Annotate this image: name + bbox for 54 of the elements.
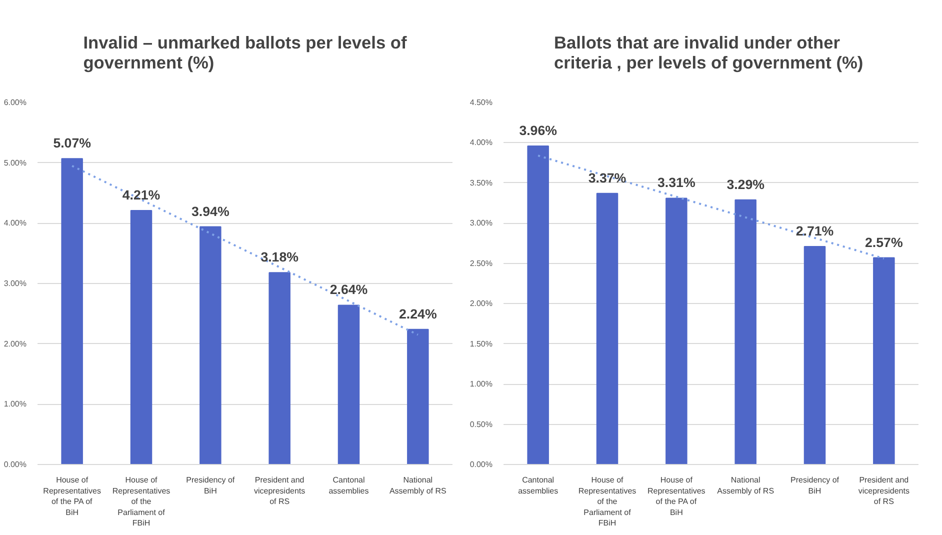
bar xyxy=(804,246,826,464)
data-label: 3.94% xyxy=(192,204,230,219)
y-tick-label: 3.50% xyxy=(470,178,493,188)
x-tick-label: House of Representatives of the PA of BiH xyxy=(648,476,706,517)
y-tick-label: 0.50% xyxy=(470,420,493,429)
data-label: 3.96% xyxy=(519,122,558,138)
data-label: 5.07% xyxy=(53,136,92,151)
y-tick-label: 0.00% xyxy=(470,460,493,469)
y-tick-label: 2.00% xyxy=(4,339,27,348)
y-tick-label: 1.50% xyxy=(470,339,493,348)
y-tick-label: 4.00% xyxy=(470,138,493,148)
x-tick-label: National Assembly of RS xyxy=(717,476,774,496)
y-tick-label: 2.00% xyxy=(470,299,493,308)
bar xyxy=(666,198,688,464)
bar xyxy=(338,304,360,464)
x-tick-label: Presidency of BiH xyxy=(790,476,840,496)
data-label: 2.57% xyxy=(865,234,903,250)
x-tick-label: National Assembly of RS xyxy=(389,476,446,496)
y-tick-label: 6.00% xyxy=(4,98,27,107)
bar xyxy=(268,272,290,464)
bar xyxy=(61,158,83,464)
x-tick-label: House of Representatives of the Parliament of FBiH xyxy=(578,476,636,528)
x-tick-label: House of Representatives of the Parliament of FBiH xyxy=(112,476,170,528)
bar xyxy=(407,328,429,464)
data-label: 3.29% xyxy=(726,176,765,192)
y-tick-label: 2.50% xyxy=(470,258,493,268)
y-tick-label: 0.00% xyxy=(4,460,27,469)
bar xyxy=(527,145,549,464)
x-tick-label: Cantonal assemblies xyxy=(328,476,369,496)
bar xyxy=(734,199,756,464)
data-label: 3.31% xyxy=(658,175,696,190)
y-tick-label: 1.00% xyxy=(470,380,493,389)
x-tick-label: President and vicepresidents of RS xyxy=(254,476,306,506)
x-tick-label: Cantonal assemblies xyxy=(518,476,558,496)
y-tick-label: 3.00% xyxy=(470,218,493,228)
bar xyxy=(200,226,222,464)
data-label: 3.18% xyxy=(260,250,299,265)
data-label: 2.64% xyxy=(330,282,368,298)
y-tick-label: 1.00% xyxy=(4,400,27,409)
data-label: 4.21% xyxy=(122,187,160,202)
y-tick-label: 5.00% xyxy=(4,158,27,168)
x-tick-label: President and vicepresidents of RS xyxy=(858,476,910,506)
bar xyxy=(873,257,895,464)
y-tick-label: 3.00% xyxy=(4,279,27,288)
chart-title: Invalid – unmarked ballots per levels of government (%) xyxy=(83,32,408,72)
bar xyxy=(596,192,618,464)
y-tick-label: 4.50% xyxy=(470,98,493,107)
chart-title: Ballots that are invalid under other criteria , per levels of government (%) xyxy=(554,32,864,72)
x-tick-label: House of Representatives of the PA of BiH xyxy=(43,476,101,517)
data-label: 2.24% xyxy=(399,306,437,322)
data-label: 2.71% xyxy=(796,223,834,238)
x-tick-label: Presidency of BiH xyxy=(186,476,236,496)
y-tick-label: 4.00% xyxy=(4,218,27,228)
bar xyxy=(130,210,152,464)
